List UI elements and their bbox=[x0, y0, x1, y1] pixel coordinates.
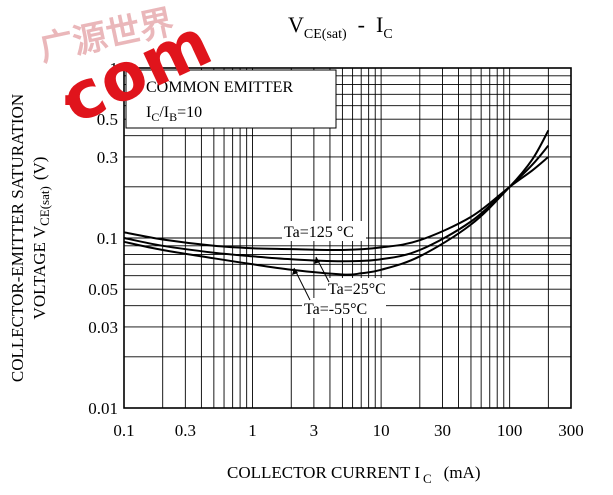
y-axis-label-unit: (V) bbox=[30, 157, 49, 181]
y-tick-label: 0.03 bbox=[88, 318, 118, 337]
x-tick-label: 300 bbox=[558, 421, 584, 440]
x-axis-label-sub: C bbox=[423, 471, 432, 486]
x-tick-label: 1 bbox=[248, 421, 257, 440]
y-axis-label: COLLECTOR-EMITTER SATURATION VOLTAGE VCE… bbox=[8, 94, 52, 382]
x-tick-label: 0.3 bbox=[175, 421, 196, 440]
condition-box-frame bbox=[125, 69, 337, 129]
series-line-ta-minus55 bbox=[123, 129, 550, 276]
annotation-bg-25 bbox=[326, 278, 410, 298]
x-tick-label: 0.1 bbox=[113, 421, 134, 440]
x-axis-label-main: COLLECTOR CURRENT I bbox=[227, 463, 420, 482]
x-tick-label: 100 bbox=[497, 421, 523, 440]
title-main: V bbox=[288, 12, 304, 37]
annotation-ta-125: Ta=125 °C bbox=[284, 224, 354, 241]
condition-ratio: =10 bbox=[177, 104, 202, 121]
title-main-subscript: CE(sat) bbox=[304, 27, 347, 42]
annotation-bg-minus55 bbox=[302, 298, 386, 318]
x-tick-label: 10 bbox=[373, 421, 390, 440]
y-axis-label-line-2: VOLTAGE VCE(sat) (V) bbox=[30, 157, 52, 320]
condition-line-2: IC/IB=10 bbox=[146, 104, 202, 124]
series-annotations: Ta=125 °C Ta=25°C Ta=-55°C bbox=[282, 221, 410, 318]
chart-title: VCE(sat) - IC bbox=[288, 12, 393, 42]
y-axis-label-main: VOLTAGE V bbox=[30, 225, 49, 319]
condition-ic-sub: C bbox=[151, 110, 159, 124]
y-tick-label: 0.5 bbox=[97, 110, 118, 129]
condition-ib-sub: B bbox=[169, 110, 177, 124]
title-sep-subscript: C bbox=[383, 27, 392, 42]
tick-labels: 0.1 0.3 1 3 10 30 100 300 0.01 0.03 0.05 0.1 0.3 0.5 1 bbox=[88, 59, 584, 440]
y-tick-label: 0.3 bbox=[97, 148, 118, 167]
y-axis-label-line-1: COLLECTOR-EMITTER SATURATION bbox=[8, 94, 27, 382]
series-curves bbox=[123, 129, 550, 276]
annotation-ta-minus55: Ta=-55°C bbox=[304, 301, 367, 318]
leader-arrow-minus55 bbox=[292, 268, 298, 275]
y-tick-label: 1 bbox=[110, 59, 119, 78]
x-axis-label: COLLECTOR CURRENT I C (mA) bbox=[227, 463, 481, 486]
x-tick-label: 30 bbox=[434, 421, 451, 440]
y-tick-label: 0.1 bbox=[97, 229, 118, 248]
condition-line-1: COMMON EMITTER bbox=[146, 79, 293, 96]
y-axis-label-sub: CE(sat) bbox=[37, 186, 52, 226]
leader-arrow-25 bbox=[314, 257, 320, 264]
y-tick-label: 0.05 bbox=[88, 280, 118, 299]
condition-ic: I bbox=[146, 104, 151, 121]
y-tick-label: 0.01 bbox=[88, 399, 118, 418]
condition-box: COMMON EMITTER IC/IB=10 bbox=[125, 69, 337, 129]
x-axis-label-unit: (mA) bbox=[444, 463, 481, 482]
condition-ib: /I bbox=[159, 104, 169, 121]
annotation-bg-125 bbox=[282, 221, 366, 241]
x-tick-label: 3 bbox=[310, 421, 319, 440]
title-separator: - I bbox=[347, 12, 384, 37]
annotation-ta-25: Ta=25°C bbox=[328, 281, 386, 298]
